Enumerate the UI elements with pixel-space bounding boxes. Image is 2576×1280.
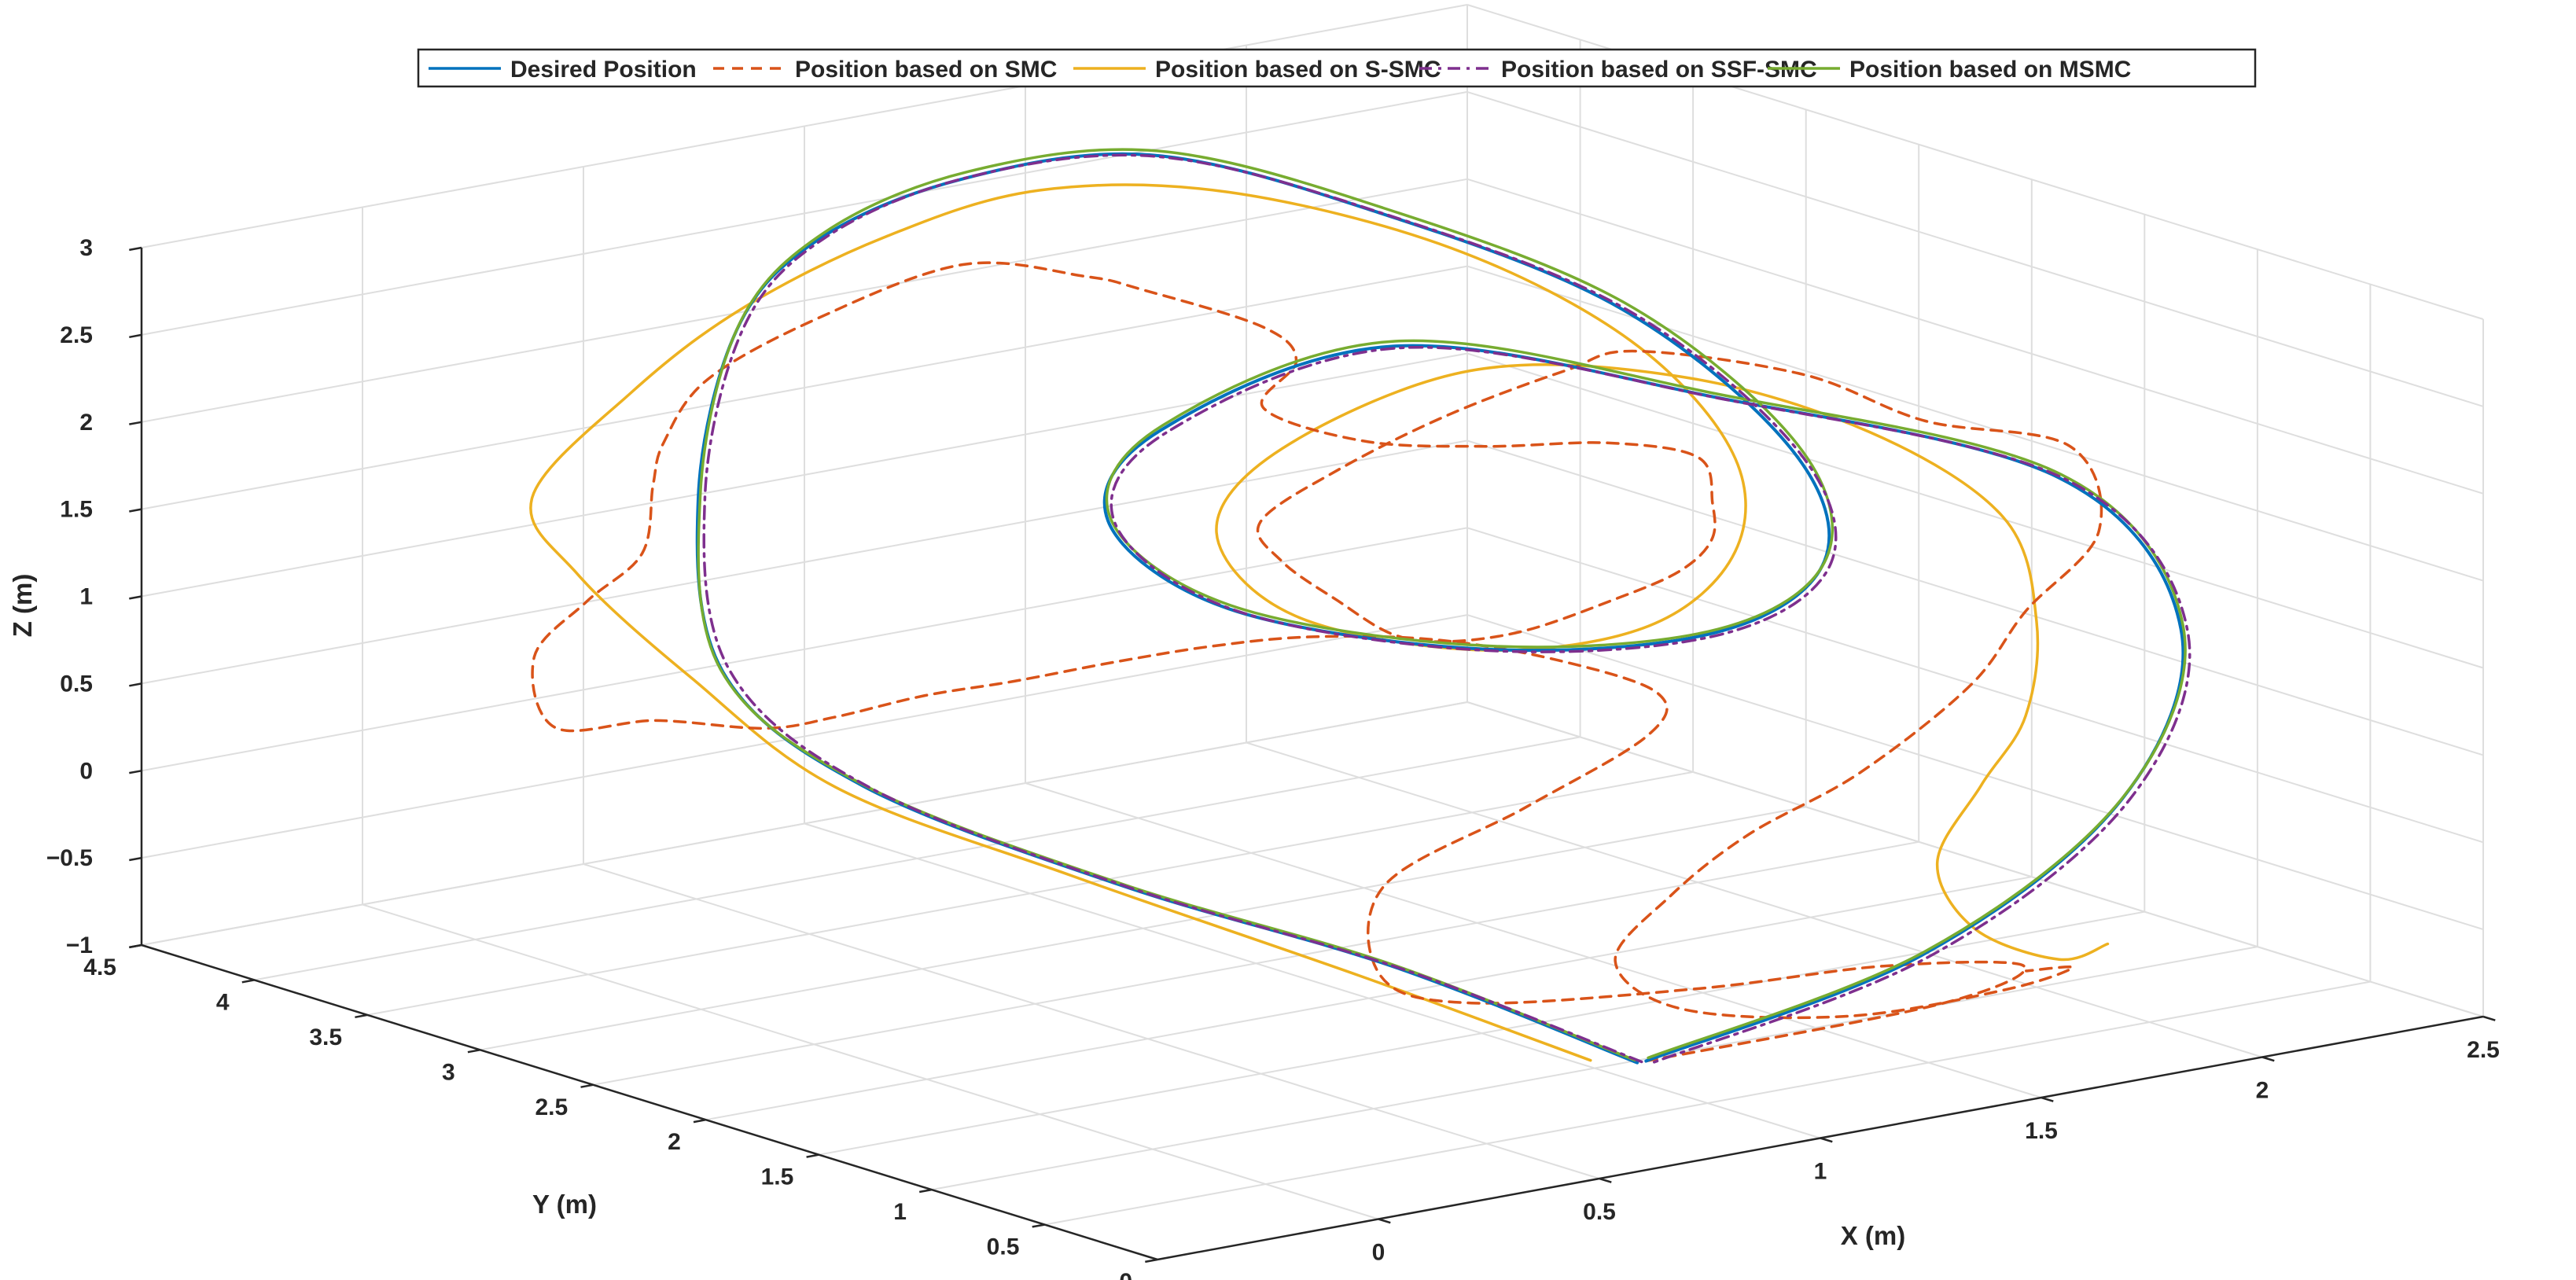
z-tick-label: 2 xyxy=(79,410,93,436)
grid-line-side-z xyxy=(1466,527,2484,844)
legend-label: Desired Position xyxy=(510,57,697,83)
grid-line-floor-x xyxy=(362,903,1379,1220)
grid-line-floor-y xyxy=(593,840,1919,1086)
x-tick xyxy=(2261,1056,2275,1062)
z-tick-label: 3 xyxy=(79,235,93,261)
y-tick xyxy=(806,1153,819,1158)
y-axis-line xyxy=(141,943,1158,1261)
y-tick xyxy=(1145,1258,1158,1263)
z-tick-label: 2.5 xyxy=(60,322,93,348)
series-line-position-based-on-ssf-smc xyxy=(702,153,2191,1065)
grid-line-back-z xyxy=(141,352,1468,598)
x-tick xyxy=(1599,1177,1612,1183)
z-tick xyxy=(129,943,142,949)
x-tick-label: 1 xyxy=(1814,1159,1827,1185)
y-tick-label: 3.5 xyxy=(309,1024,342,1050)
grid-line-back-z xyxy=(141,527,1468,772)
z-tick-label: 0 xyxy=(79,758,93,784)
grid-line-floor-x xyxy=(1025,782,2042,1098)
x-tick-label: 2.5 xyxy=(2467,1037,2500,1063)
y-tick-label: 2.5 xyxy=(535,1094,568,1120)
x-tick-label: 0 xyxy=(1372,1240,1386,1266)
x-tick-label: 0.5 xyxy=(1583,1199,1616,1225)
grid-line-side-z xyxy=(1466,90,2484,407)
grid-line-side-z xyxy=(1466,614,2484,931)
z-tick-label: −0.5 xyxy=(46,845,93,871)
x-tick xyxy=(2482,1015,2496,1021)
legend: Desired Position Position based on SMC Pos… xyxy=(417,48,2257,88)
z-tick xyxy=(129,770,142,774)
z-tick-label: 1.5 xyxy=(60,497,93,523)
series-line-desired-position xyxy=(695,152,2185,1065)
x-tick xyxy=(1378,1218,1391,1224)
legend-label: Position based on MSMC xyxy=(1849,57,2131,83)
grid-line-back-z xyxy=(141,4,1468,248)
tick-labels: 0 0.5 1 1.5 2 2.5 0 0.5 1 1.5 2 2.5 3 3.5 4 4.5−1 −0.5 0 0… xyxy=(46,235,2500,1280)
grid-line-side-z xyxy=(1466,440,2484,756)
y-tick-label: 4.5 xyxy=(83,954,116,980)
grid-line-side-z xyxy=(1466,701,2484,1017)
grid-line-floor-y xyxy=(705,876,2032,1121)
grid-line-floor-y xyxy=(480,806,1806,1051)
y-tick xyxy=(467,1049,480,1054)
y-tick-label: 0.5 xyxy=(987,1234,1020,1260)
grid-line-side-z xyxy=(1466,178,2484,495)
grid-line-back-z xyxy=(141,178,1468,423)
z-tick xyxy=(129,333,142,339)
legend-box xyxy=(417,48,2257,88)
series-line-position-based-on-smc xyxy=(531,261,2103,1063)
legend-label: Position based on SMC xyxy=(795,57,1057,83)
grid-line-side-z xyxy=(1466,265,2484,582)
z-tick-label: 1 xyxy=(79,584,93,610)
grid-line-back-z xyxy=(141,440,1468,685)
y-tick xyxy=(241,979,255,984)
y-tick xyxy=(693,1118,707,1124)
z-tick xyxy=(129,508,142,513)
x-tick xyxy=(1820,1137,1833,1143)
z-tick xyxy=(129,246,142,252)
y-tick-label: 0 xyxy=(1119,1269,1132,1280)
grid-line-floor-y xyxy=(254,736,1581,981)
grid-line-floor-x xyxy=(804,822,1821,1139)
grid-line-back-z xyxy=(141,265,1468,510)
grid-line-back-z xyxy=(141,90,1468,336)
y-tick xyxy=(1032,1223,1045,1228)
z-axis-title: Z (m) xyxy=(8,574,37,638)
x-axis-title: X (m) xyxy=(1841,1221,1906,1250)
grid-line-floor-x xyxy=(583,863,1600,1179)
y-tick-label: 2 xyxy=(668,1129,681,1155)
y-axis-title: Y (m) xyxy=(532,1190,597,1219)
x-tick xyxy=(2041,1096,2054,1102)
grid-line-floor-y xyxy=(366,771,1694,1016)
series-line-position-based-on-s-smc xyxy=(529,183,2110,1062)
y-tick xyxy=(918,1188,933,1194)
series-line-position-based-on-msmc xyxy=(697,148,2187,1062)
grid-line-back-z xyxy=(141,701,1468,946)
z-tick xyxy=(129,595,142,600)
x-tick-label: 2 xyxy=(2256,1078,2269,1104)
legend-label: Position based on SSF-SMC xyxy=(1501,57,1817,83)
x-tick-label: 1.5 xyxy=(2025,1118,2058,1144)
grid-line-back-z xyxy=(141,614,1468,859)
y-tick-label: 1 xyxy=(893,1199,907,1225)
y-tick xyxy=(355,1013,368,1019)
grid-line-floor-y xyxy=(1044,980,2371,1226)
grid-line-floor-x xyxy=(1246,741,2263,1058)
grid-line-side-z xyxy=(1466,352,2484,669)
axis-layer xyxy=(129,246,2496,1263)
z-tick-label: −1 xyxy=(66,932,93,958)
legend-label: Position based on S-SMC xyxy=(1155,57,1441,83)
grid-line-floor-y xyxy=(931,946,2258,1191)
z-tick xyxy=(129,682,142,687)
z-tick-label: 0.5 xyxy=(60,671,93,697)
y-tick xyxy=(580,1083,594,1088)
y-tick-label: 4 xyxy=(216,989,230,1015)
grid-layer xyxy=(141,4,2484,1260)
series-lines xyxy=(529,148,2191,1065)
z-tick xyxy=(129,421,142,425)
z-tick xyxy=(129,856,142,862)
y-tick-label: 3 xyxy=(442,1059,455,1085)
y-tick-label: 1.5 xyxy=(761,1164,794,1190)
